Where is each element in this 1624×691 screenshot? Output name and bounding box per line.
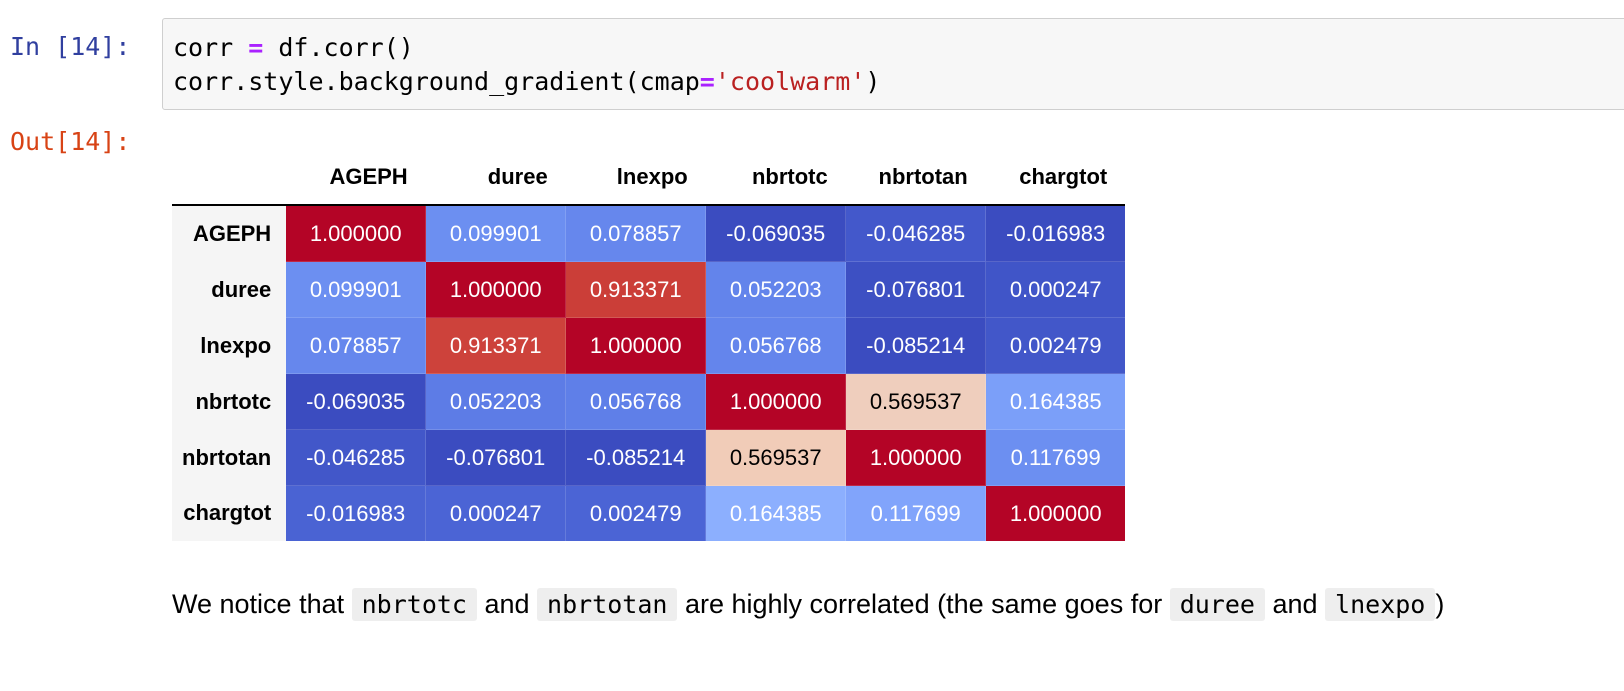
correlation-cell: -0.076801 [425,429,566,486]
correlation-cell: 0.099901 [285,261,426,318]
correlation-cell: 0.078857 [285,317,426,374]
correlation-cell: 1.000000 [985,485,1126,541]
correlation-cell: 1.000000 [425,261,566,318]
column-header: nbrtotan [845,150,986,206]
correlation-cell: -0.046285 [845,204,986,262]
correlation-cell: 0.056768 [565,373,706,430]
code-string: 'coolwarm' [714,67,866,96]
note-text: and [1264,589,1326,619]
table-row: nbrtotc -0.069035 0.052203 0.056768 1.000000… [172,373,1126,430]
table-row: lnexpo 0.078857 0.913371 1.000000 0.056768 -0… [172,317,1126,374]
row-header: duree [172,261,286,318]
correlation-cell: -0.076801 [845,261,986,318]
note-text: are highly correlated (the same goes for [677,589,1170,619]
correlation-cell: 0.569537 [845,373,986,430]
correlation-cell: 1.000000 [565,317,706,374]
correlation-cell: -0.069035 [285,373,426,430]
correlation-cell: 0.099901 [425,204,566,262]
table-row: nbrtotan -0.046285 -0.076801 -0.085214 0.569… [172,429,1126,486]
column-header: AGEPH [285,150,426,206]
inline-code: nbrtotc [351,588,477,621]
code-operator: = [699,67,715,96]
correlation-cell: 0.164385 [705,485,846,541]
row-header: nbrtotan [172,429,286,486]
correlation-cell: 0.078857 [565,204,706,262]
code-token: df.corr() [263,33,414,62]
output-prompt: Out[14]: [10,127,131,156]
column-header: lnexpo [565,150,706,206]
code-token: ) [865,67,881,96]
correlation-cell: 0.002479 [985,317,1126,374]
markdown-note: We notice that nbrtotc and nbrtotan are … [172,584,1444,625]
correlation-cell: 1.000000 [285,204,426,262]
correlation-cell: 0.569537 [705,429,846,486]
correlation-cell: 0.117699 [845,485,986,541]
code-operator: = [248,33,264,62]
row-header: AGEPH [172,205,286,262]
table-header-row: AGEPH duree lnexpo nbrtotc nbrtotan char… [172,150,1126,206]
note-text: and [476,589,538,619]
correlation-cell: 0.117699 [985,429,1126,486]
correlation-cell: 0.056768 [705,317,846,374]
correlation-cell: 0.002479 [565,485,706,541]
code-token: corr [173,33,249,62]
code-cell[interactable]: corr = df.corr() corr.style.background_g… [162,18,1624,110]
note-text: We notice that [172,589,352,619]
correlation-cell: -0.046285 [285,429,426,486]
row-header: lnexpo [172,317,286,374]
correlation-cell: 0.000247 [985,261,1126,318]
code-line-2: corr.style.background_gradient(cmap='coo… [173,67,880,96]
table-corner [172,150,286,206]
correlation-cell: -0.069035 [705,204,846,262]
correlation-cell: 0.913371 [565,261,706,318]
column-header: chargtot [985,150,1126,206]
code-line-1: corr = df.corr() [173,33,414,62]
correlation-table: AGEPH duree lnexpo nbrtotc nbrtotan char… [172,150,1126,541]
inline-code: nbrtotan [537,588,678,621]
correlation-cell: -0.016983 [285,485,426,541]
table-row: AGEPH 1.000000 0.099901 0.078857 -0.069035 -0… [172,204,1126,262]
inline-code: lnexpo [1325,588,1436,621]
column-header: duree [425,150,566,206]
row-header: nbrtotc [172,373,286,430]
table-row: duree 0.099901 1.000000 0.913371 0.052203 -0.… [172,261,1126,318]
note-text: ) [1435,589,1445,619]
correlation-cell: -0.016983 [985,204,1126,262]
correlation-cell: 1.000000 [845,429,986,486]
correlation-cell: 0.052203 [425,373,566,430]
correlation-cell: -0.085214 [565,429,706,486]
correlation-cell: 0.052203 [705,261,846,318]
column-header: nbrtotc [705,150,846,206]
row-header: chargtot [172,485,286,541]
correlation-cell: -0.085214 [845,317,986,374]
correlation-cell: 1.000000 [705,373,846,430]
input-prompt: In [14]: [10,32,131,61]
correlation-cell: 0.164385 [985,373,1126,430]
table-row: chargtot -0.016983 0.000247 0.002479 0.16438… [172,485,1126,541]
inline-code: duree [1169,588,1265,621]
correlation-cell: 0.913371 [425,317,566,374]
correlation-cell: 0.000247 [425,485,566,541]
code-token: corr.style.background_gradient(cmap [173,67,700,96]
